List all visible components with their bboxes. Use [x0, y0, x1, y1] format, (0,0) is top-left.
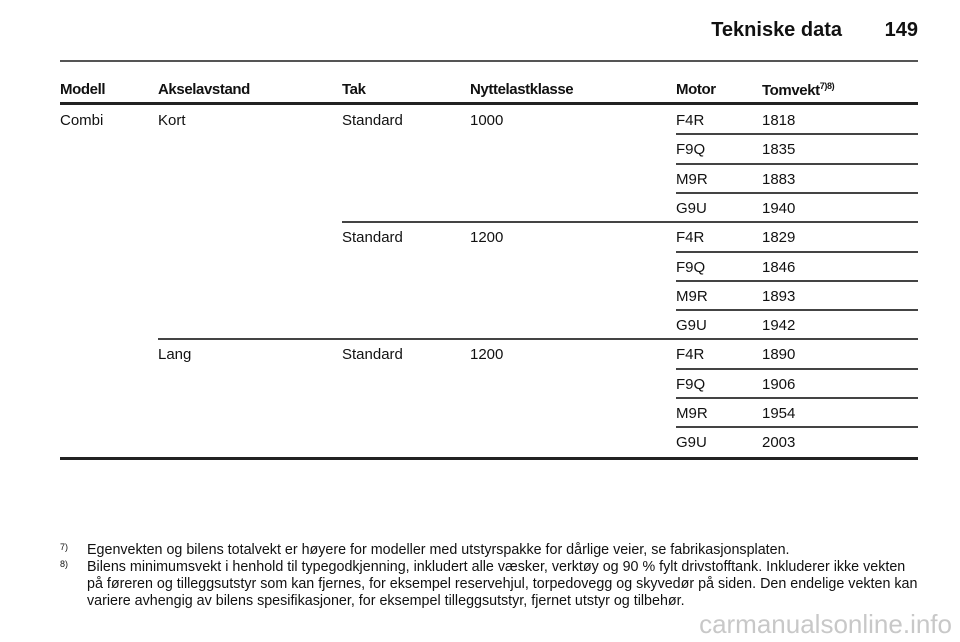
section-title: Tekniske data — [711, 19, 842, 41]
cell-motor: M9R — [676, 287, 708, 305]
cell-tomvekt: 1940 — [762, 199, 796, 217]
col-header-motor: Motor — [676, 81, 716, 98]
row-divider — [676, 133, 918, 136]
cell-nyttelastklasse: 1200 — [470, 346, 504, 364]
cell-motor: F9Q — [676, 258, 706, 276]
cell-motor: F9Q — [676, 375, 706, 393]
cell-tomvekt: 1906 — [762, 375, 796, 393]
footnote-text: Egenvekten og bilens totalvekt er høyere… — [87, 542, 790, 558]
cell-tomvekt: 1942 — [762, 317, 796, 335]
row-divider — [676, 191, 918, 194]
cell-motor: F4R — [676, 112, 705, 129]
cell-motor: G9U — [676, 434, 707, 452]
table-bottom-rule — [60, 457, 918, 460]
col-header-modell: Modell — [60, 81, 106, 98]
cell-motor: F9Q — [676, 141, 706, 159]
header-rule — [60, 60, 918, 62]
cell-motor: M9R — [676, 170, 708, 188]
row-divider — [676, 279, 918, 282]
cell-motor: F4R — [676, 229, 705, 247]
cell-tomvekt: 1893 — [762, 287, 796, 305]
page-number: 149 — [884, 19, 918, 41]
col-header-tak: Tak — [342, 81, 366, 98]
cell-nyttelastklasse: 1000 — [470, 112, 504, 129]
cell-nyttelastklasse: 1200 — [470, 229, 504, 247]
footnote-refs: 7)8) — [819, 81, 835, 91]
row-divider — [676, 397, 918, 399]
header-bottom-rule — [60, 102, 918, 105]
cell-tomvekt: 1818 — [762, 112, 796, 129]
cell-tomvekt: 2003 — [762, 434, 796, 452]
col-header-tomvekt: Tomvekt7)8) — [762, 81, 835, 99]
cell-akselavstand: Kort — [158, 112, 186, 129]
cell-tomvekt: 1890 — [762, 346, 796, 364]
footnote-text: Bilens minimumsvekt i henhold til typego… — [87, 559, 918, 609]
cell-motor: G9U — [676, 317, 707, 335]
cell-motor: G9U — [676, 199, 707, 217]
row-divider — [676, 309, 918, 312]
row-divider — [676, 162, 918, 165]
footnote-mark: 7) — [60, 542, 69, 552]
row-divider — [676, 426, 918, 429]
cell-tomvekt: 1835 — [762, 141, 796, 159]
watermark: carmanualsonline.info — [699, 609, 952, 639]
cell-modell: Combi — [60, 112, 104, 129]
cell-tomvekt: 1829 — [762, 229, 796, 247]
footnote-8: 8) Bilens minimumsvekt i henhold til typ… — [60, 559, 920, 610]
row-divider — [158, 338, 918, 341]
col-header-nyttelastklasse: Nyttelastklasse — [470, 81, 574, 98]
cell-tomvekt: 1883 — [762, 170, 796, 188]
col-header-akselavstand: Akselavstand — [158, 81, 250, 98]
cell-tak: Standard — [342, 229, 403, 247]
cell-tomvekt: 1954 — [762, 405, 796, 422]
row-divider — [676, 250, 918, 253]
row-divider — [676, 367, 918, 370]
cell-motor: M9R — [676, 405, 708, 422]
cell-tak: Standard — [342, 346, 403, 364]
row-divider — [342, 221, 918, 224]
cell-tak: Standard — [342, 112, 403, 129]
cell-tomvekt: 1846 — [762, 258, 796, 276]
footnote-mark: 8) — [60, 559, 69, 569]
cell-motor: F4R — [676, 346, 705, 364]
tomvekt-label: Tomvekt — [762, 82, 820, 99]
footnote-7: 7) Egenvekten og bilens totalvekt er høy… — [60, 542, 920, 559]
cell-akselavstand: Lang — [158, 346, 192, 364]
